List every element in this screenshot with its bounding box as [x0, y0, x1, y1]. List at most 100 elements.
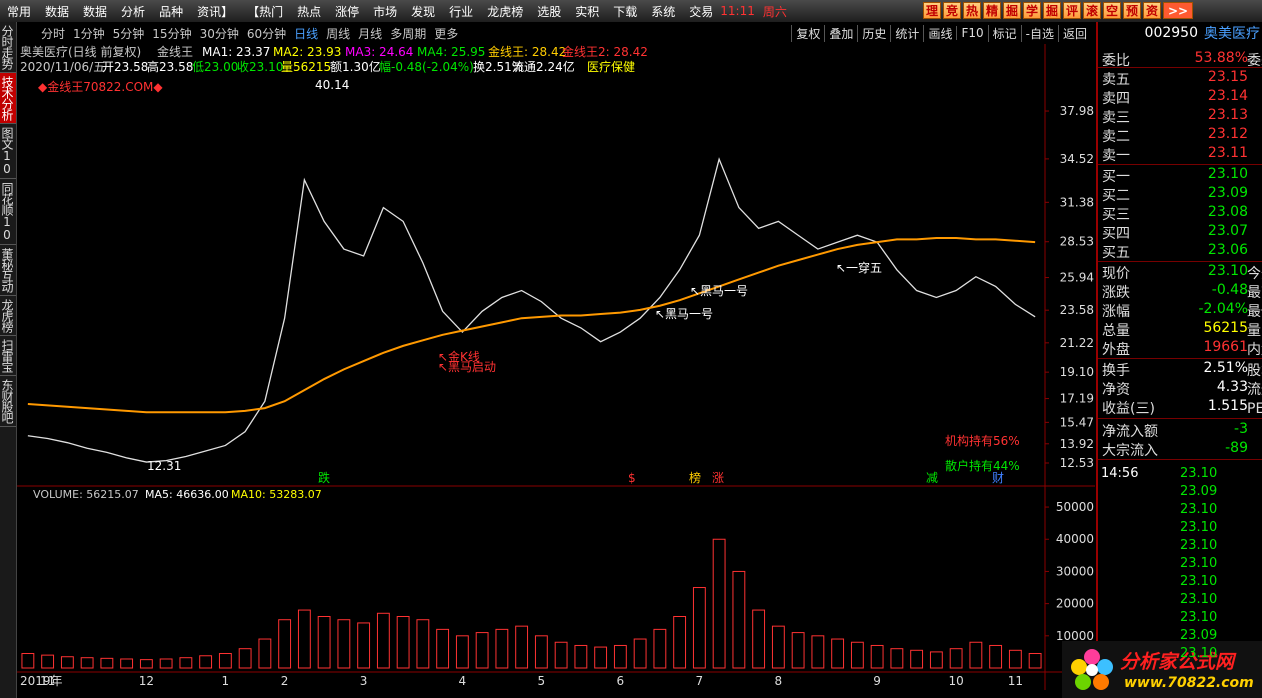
menu-item[interactable]: 常用: [7, 4, 32, 19]
period-tab[interactable]: 30分钟: [199, 26, 239, 41]
info-item: 金线王2: 28.42: [562, 44, 648, 59]
quote-row: 总量 56215量比: [1102, 320, 1262, 339]
toolbar-button[interactable]: 复权: [791, 24, 824, 42]
volume-bar: [159, 658, 173, 669]
quote-value: 53.88%: [1194, 50, 1248, 66]
x-tick-label: 8: [775, 674, 783, 688]
quick-button[interactable]: 理: [923, 2, 941, 19]
volume-bar: [732, 570, 746, 669]
sidebar-tab[interactable]: 董秘互动: [0, 245, 16, 296]
quick-button[interactable]: 学: [1023, 2, 1041, 19]
menu-item[interactable]: 热点: [297, 4, 322, 19]
toolbar-button[interactable]: -自选: [1020, 24, 1058, 42]
quick-buttons: 理竞热精掘学掘评滚空预资 >>: [923, 2, 1195, 19]
quote-label: 买四: [1102, 226, 1130, 242]
period-tab[interactable]: 多周期: [390, 26, 427, 41]
quick-button[interactable]: 资: [1143, 2, 1161, 19]
period-tab[interactable]: 60分钟: [246, 26, 287, 41]
quick-button[interactable]: 预: [1123, 2, 1141, 19]
y-tick-label: 23.58: [1060, 303, 1094, 317]
sidebar-tab[interactable]: 扫雷宝: [0, 336, 16, 376]
quote-value: 1.515: [1207, 398, 1248, 414]
quick-button[interactable]: 竞: [943, 2, 961, 19]
menu-item[interactable]: 【热门: [247, 4, 284, 19]
menu-items: 常用 数据 数据 分析 品种 资讯】 【热门 热点 涨停 市场 发现 行业 龙虎榜 选股 实积 下载 系统 交易: [0, 3, 720, 20]
menu-item[interactable]: 市场: [373, 4, 398, 19]
volume-bar: [120, 658, 134, 669]
period-tab[interactable]: 日线: [294, 26, 319, 41]
info-item: MA2: 23.93: [273, 45, 341, 59]
volume-bar: [218, 653, 232, 669]
menu-item[interactable]: 涨停: [335, 4, 360, 19]
info-item: 金线王: 28.42: [488, 44, 566, 59]
quote-value: 23.10: [1207, 166, 1248, 182]
menu-item[interactable]: 品种: [159, 4, 184, 19]
y-tick-label: 19.10: [1060, 365, 1094, 379]
toolbar-button[interactable]: 返回: [1057, 24, 1091, 42]
quick-button[interactable]: 精: [983, 2, 1001, 19]
quick-button[interactable]: 掘: [1043, 2, 1061, 19]
sidebar-tab[interactable]: 技术分析: [0, 73, 16, 124]
quote-row: 买三 23.08: [1102, 204, 1262, 223]
quote-note: PE(动: [1247, 401, 1262, 417]
volume-bar: [850, 641, 864, 669]
quick-button[interactable]: 热: [963, 2, 981, 19]
quote-label: 卖四: [1102, 91, 1130, 107]
quick-button[interactable]: 空: [1103, 2, 1121, 19]
toolbar-button[interactable]: 画线: [923, 24, 956, 42]
annotation: 减: [926, 471, 938, 485]
annotation: 涨: [712, 470, 724, 485]
toolbar-button[interactable]: 历史: [857, 24, 890, 42]
annotation: $: [628, 471, 636, 485]
sidebar-tab[interactable]: 图文10: [0, 124, 16, 179]
quote-value: 23.11: [1207, 145, 1248, 161]
toolbar-button[interactable]: F10: [956, 26, 987, 40]
quote-row: 买五 23.06: [1102, 242, 1262, 261]
volume-bar: [870, 644, 884, 669]
period-tab[interactable]: 月线: [358, 26, 383, 41]
menu-item[interactable]: 下载: [613, 4, 638, 19]
volume-bar: [337, 619, 351, 669]
y-tick-label: 20000: [1056, 597, 1094, 611]
annotation: 榜: [689, 470, 701, 485]
quote-note: 内盘: [1247, 342, 1262, 358]
menu-item[interactable]: 选股: [537, 4, 562, 19]
sidebar-tab[interactable]: 同花顺10: [0, 179, 16, 245]
sidebar-tab[interactable]: 分时走势: [0, 22, 16, 73]
period-tab[interactable]: 分时: [41, 26, 66, 41]
quick-button[interactable]: >>: [1163, 2, 1193, 19]
quick-button[interactable]: 评: [1063, 2, 1081, 19]
menu-item[interactable]: 交易: [689, 4, 714, 19]
menu-item[interactable]: 实积: [575, 4, 600, 19]
period-tab[interactable]: 15分钟: [152, 26, 192, 41]
volume-bar: [455, 635, 469, 669]
menu-item[interactable]: 系统: [651, 4, 676, 19]
quick-button[interactable]: 滚: [1083, 2, 1101, 19]
menu-item[interactable]: 数据: [45, 4, 70, 19]
menu-item[interactable]: 数据: [83, 4, 108, 19]
annotation: ↖黑马一号: [655, 307, 713, 321]
sidebar-tab[interactable]: 东财股吧: [0, 376, 16, 427]
menu-item[interactable]: 龙虎榜: [487, 4, 524, 19]
toolbar-button[interactable]: 标记: [987, 24, 1021, 42]
volume-bar: [100, 657, 114, 669]
period-tab[interactable]: 5分钟: [112, 26, 145, 41]
period-tab[interactable]: 1分钟: [73, 26, 105, 41]
toolbar-button[interactable]: 统计: [890, 24, 923, 42]
quote-label: 外盘: [1102, 342, 1130, 358]
sidebar-tab[interactable]: 龙虎榜: [0, 296, 16, 336]
period-tab[interactable]: 更多: [434, 26, 459, 41]
volume-bar: [771, 625, 785, 669]
menu-item[interactable]: 行业: [449, 4, 474, 19]
toolbar-button[interactable]: 叠加: [824, 24, 857, 42]
info-item: 额1.30亿: [330, 59, 381, 74]
watermark-title: 分析家公式网: [1120, 651, 1235, 673]
period-tab[interactable]: 周线: [326, 26, 351, 41]
menu-item[interactable]: 分析: [121, 4, 146, 19]
quick-button[interactable]: 掘: [1003, 2, 1021, 19]
tick-price: 23.10: [1180, 538, 1218, 553]
volume-bar: [594, 646, 608, 669]
menu-item[interactable]: 资讯】: [197, 4, 234, 19]
menu-item[interactable]: 发现: [411, 4, 436, 19]
quote-row: 卖一 23.11: [1102, 145, 1262, 164]
